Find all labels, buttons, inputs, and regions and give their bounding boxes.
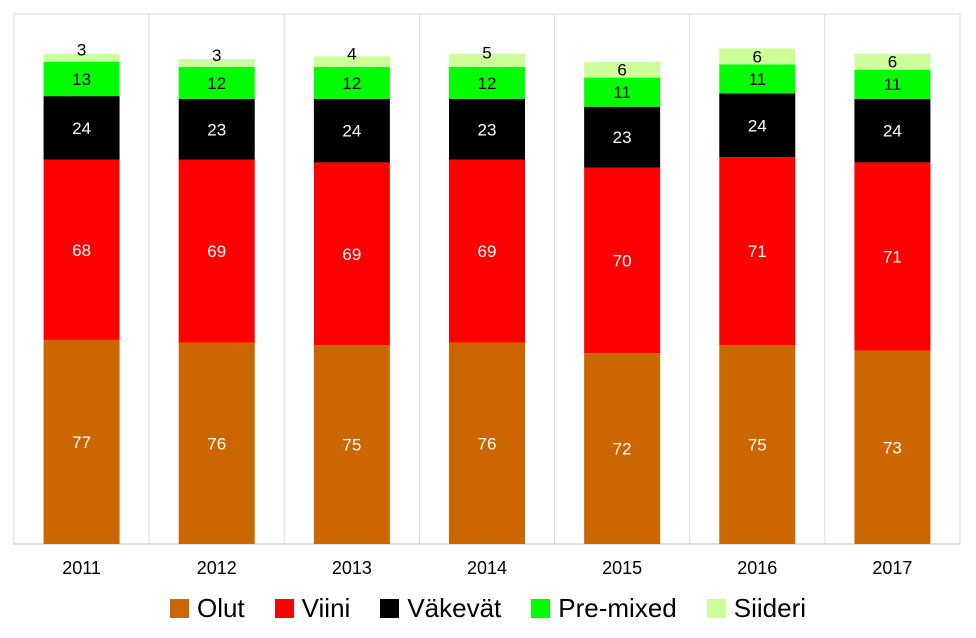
- legend: Olut Viini Väkevät Pre-mixed Siideri: [0, 586, 976, 630]
- data-label: 12: [478, 74, 497, 93]
- data-label: 73: [883, 438, 902, 457]
- data-label: 11: [613, 83, 631, 102]
- data-label: 69: [207, 242, 226, 261]
- data-label: 4: [347, 45, 356, 64]
- bar-segment-väkevät: [449, 98, 525, 160]
- bar-segment-siideri: [313, 56, 390, 67]
- x-tick-label: 2011: [62, 558, 101, 578]
- bar-segment-siideri: [854, 53, 931, 70]
- bar-segment-viini: [854, 162, 931, 351]
- data-label: 3: [212, 46, 221, 65]
- data-label: 69: [478, 242, 497, 261]
- bar-segment-siideri: [584, 61, 661, 78]
- x-tick-label: 2017: [872, 558, 912, 578]
- x-tick-label: 2014: [467, 558, 507, 578]
- bar-segment-pre-mixed: [178, 67, 255, 99]
- data-label: 68: [72, 241, 91, 260]
- data-label: 24: [72, 119, 91, 138]
- data-label: 76: [207, 434, 226, 453]
- bar-segment-viini: [584, 167, 661, 354]
- data-label: 69: [342, 245, 361, 264]
- legend-swatch: [169, 598, 189, 618]
- data-label: 24: [748, 116, 767, 135]
- legend-swatch: [706, 598, 726, 618]
- data-label: 11: [884, 75, 902, 94]
- data-label: 3: [77, 41, 86, 60]
- bar-segment-olut: [719, 345, 796, 544]
- legend-label: Väkevät: [407, 592, 502, 623]
- legend-item: Pre-mixed: [531, 592, 677, 624]
- data-label: 12: [342, 74, 361, 93]
- bar-segment-väkevät: [43, 96, 120, 160]
- bar-segment-olut: [854, 350, 931, 544]
- legend-item: Olut: [169, 592, 245, 624]
- bar-segment-pre-mixed: [449, 67, 525, 99]
- bar-segment-pre-mixed: [313, 67, 390, 99]
- bar-segment-siideri: [449, 53, 525, 67]
- data-label: 75: [342, 436, 361, 455]
- data-label: 24: [883, 122, 902, 141]
- bar-segment-viini: [178, 159, 255, 343]
- data-label: 70: [613, 251, 632, 270]
- legend-label: Pre-mixed: [558, 592, 677, 623]
- data-label: 71: [748, 242, 767, 261]
- bar-segment-väkevät: [854, 98, 931, 163]
- legend-swatch: [274, 598, 294, 618]
- bar-segment-olut: [178, 342, 255, 544]
- bar-segment-väkevät: [584, 106, 661, 168]
- bar-segment-pre-mixed: [854, 69, 931, 99]
- x-tick-label: 2015: [602, 558, 642, 578]
- bar-segment-siideri: [43, 53, 120, 62]
- bar-segment-olut: [584, 353, 661, 544]
- data-label: 23: [613, 128, 632, 147]
- data-label: 76: [478, 434, 497, 453]
- data-label: 24: [342, 122, 361, 141]
- x-tick-label: 2012: [197, 558, 237, 578]
- data-label: 77: [72, 433, 91, 452]
- legend-swatch: [380, 598, 400, 618]
- legend-item: Viini: [274, 592, 351, 624]
- bar-segment-väkevät: [178, 98, 255, 160]
- data-label: 13: [72, 70, 91, 89]
- x-tick-label: 2013: [332, 558, 372, 578]
- data-label: 5: [482, 43, 491, 62]
- bar-segment-olut: [449, 342, 525, 544]
- bar-segment-siideri: [178, 59, 255, 67]
- bar-segment-olut: [43, 339, 120, 544]
- legend-label: Viini: [301, 592, 351, 623]
- data-label: 75: [748, 436, 767, 455]
- bar-segment-viini: [43, 159, 120, 340]
- legend-item: Väkevät: [380, 593, 501, 624]
- bar-segment-pre-mixed: [584, 77, 661, 107]
- data-label: 12: [207, 74, 226, 93]
- bar-segment-väkevät: [719, 93, 796, 158]
- x-tick-label: 2016: [737, 558, 777, 578]
- legend-item: Siideri: [706, 592, 807, 624]
- data-label: 6: [617, 61, 626, 80]
- bar-segment-väkevät: [313, 98, 390, 163]
- bar-segment-pre-mixed: [43, 61, 120, 97]
- data-label: 11: [748, 70, 766, 89]
- data-label: 23: [478, 120, 497, 139]
- bar-segment-olut: [313, 345, 390, 544]
- bar-segment-viini: [313, 162, 390, 346]
- data-label: 6: [753, 47, 762, 66]
- bar-segment-siideri: [719, 48, 796, 65]
- bar-segment-viini: [449, 159, 525, 343]
- data-label: 72: [613, 440, 632, 459]
- legend-swatch: [531, 598, 551, 618]
- bar-segment-pre-mixed: [719, 64, 796, 94]
- legend-label: Siideri: [733, 592, 807, 623]
- data-label: 23: [207, 120, 226, 139]
- bar-segment-viini: [719, 157, 796, 346]
- legend-label: Olut: [196, 592, 245, 623]
- data-label: 71: [883, 247, 902, 266]
- data-label: 6: [888, 53, 897, 72]
- stacked-bar-plot: 77 68 24 13 3 2011 76 69 23 12 3 2012 75 69 24 12 4 2013 7…: [13, 13, 961, 578]
